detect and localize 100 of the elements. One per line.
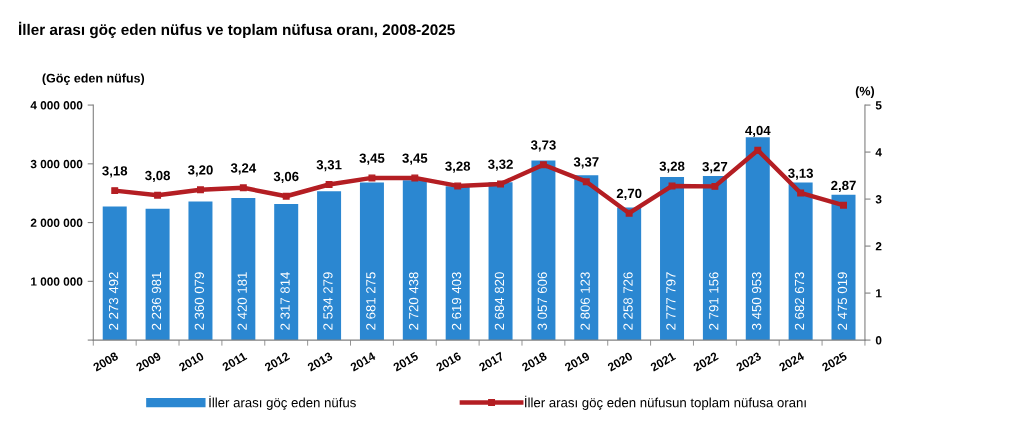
point — [668, 182, 676, 190]
data-label: 3,27 — [702, 161, 728, 174]
point — [411, 174, 419, 182]
x-tick-label: 2020 — [606, 351, 634, 372]
point — [539, 161, 547, 169]
point — [797, 189, 805, 197]
y-tick-label: 1 000 000 — [31, 277, 83, 286]
point — [497, 180, 505, 188]
bar — [745, 137, 770, 341]
bar — [274, 203, 299, 341]
bar — [102, 206, 127, 341]
data-label: 2,70 — [616, 188, 642, 200]
x-tick-label: 2015 — [392, 351, 419, 372]
bar — [660, 176, 685, 341]
x-tick-label: 2021 — [649, 351, 677, 372]
bar — [831, 194, 856, 341]
data-label: 3,37 — [573, 157, 599, 169]
data-label: 3,45 — [402, 153, 428, 165]
data-label: 3,20 — [187, 165, 213, 177]
point — [582, 178, 590, 186]
bar — [445, 186, 470, 341]
bar — [788, 182, 813, 341]
x-tick-label: 2012 — [263, 351, 291, 372]
legend-label: İller arası göç eden nüfus — [209, 395, 356, 410]
data-label: 2 420 181 — [237, 272, 247, 330]
y2-tick-label: 4 — [875, 148, 882, 157]
bar — [317, 191, 342, 341]
point — [239, 184, 247, 192]
legend-label: İller arası göç eden nüfusun toplam nüfusa oranı — [525, 395, 806, 410]
bar — [488, 182, 513, 341]
y2-tick-label: 3 — [875, 195, 882, 204]
bar — [531, 160, 556, 341]
bar — [188, 201, 213, 341]
point — [454, 182, 462, 190]
data-label: 2 534 279 — [323, 272, 333, 330]
x-tick-label: 2019 — [564, 351, 591, 372]
data-label: 3,28 — [445, 161, 471, 173]
data-label: 2 684 820 — [494, 272, 505, 330]
data-label: 3,28 — [659, 161, 685, 173]
x-tick-label: 2009 — [135, 351, 162, 372]
point — [368, 174, 376, 182]
x-tick-label: 2016 — [435, 351, 462, 372]
data-label: 3 057 606 — [537, 272, 547, 330]
y2-tick-label: 5 — [875, 101, 882, 110]
bar — [402, 180, 427, 341]
data-label: 3,31 — [316, 160, 342, 172]
data-label: 2 236 981 — [151, 272, 162, 330]
data-label: 2 791 156 — [709, 272, 719, 330]
chart-title: İller arası göç eden nüfus ve toplam nüfusa oranı, 2008-2025 — [19, 21, 455, 39]
point — [325, 181, 333, 188]
point — [754, 146, 762, 154]
y-tick-label: 2 000 000 — [30, 218, 83, 227]
point — [625, 209, 633, 217]
data-label: 3,08 — [145, 170, 171, 183]
x-tick-label: 2008 — [92, 351, 119, 372]
y2-tick-label: 1 — [876, 289, 882, 298]
data-label: 3,18 — [102, 166, 128, 178]
data-label: 2 475 019 — [837, 272, 848, 330]
point — [196, 186, 204, 194]
data-label: 2 777 797 — [666, 272, 676, 330]
x-tick-label: 2014 — [349, 351, 377, 372]
data-label: 3 450 953 — [751, 272, 762, 330]
data-label: 2 619 403 — [451, 272, 462, 330]
x-tick-label: 2025 — [821, 351, 848, 372]
x-tick-label: 2023 — [735, 351, 762, 372]
bar — [702, 176, 727, 341]
bar — [617, 207, 642, 341]
point — [282, 192, 290, 200]
data-label: 3,45 — [359, 153, 385, 165]
x-tick-label: 2024 — [778, 351, 805, 372]
x-tick-label: 2013 — [306, 351, 334, 372]
bar — [145, 208, 170, 341]
point — [711, 182, 719, 190]
data-label: 2 258 726 — [623, 272, 633, 330]
data-label: 3,32 — [488, 159, 513, 171]
data-label: 2 317 814 — [280, 272, 290, 330]
data-label: 3,73 — [530, 140, 556, 152]
data-label: 4,04 — [745, 125, 771, 137]
y2-tick-label: 0 — [875, 336, 882, 345]
data-label: 2 806 123 — [580, 272, 590, 330]
data-label: 2 720 438 — [409, 272, 419, 330]
bar — [574, 175, 599, 341]
point — [111, 187, 119, 195]
data-label: 2 681 275 — [366, 272, 376, 330]
bar — [359, 182, 384, 341]
data-label: 2 682 673 — [794, 272, 805, 330]
y-tick-label: 3 000 000 — [30, 159, 83, 169]
point — [154, 191, 162, 199]
x-tick-label: 2011 — [221, 351, 248, 372]
x-tick-label: 2018 — [521, 351, 548, 372]
y2-tick-label: 2 — [875, 242, 882, 251]
x-tick-label: 2010 — [178, 351, 205, 372]
x-tick-label: 2022 — [692, 351, 719, 372]
y2-axis-title: (%) — [855, 86, 875, 98]
y-tick-label: 4 000 000 — [30, 101, 83, 110]
x-tick-label: 2017 — [478, 351, 505, 372]
data-label: 3,24 — [230, 163, 257, 175]
point — [840, 201, 847, 209]
data-label: 2 273 492 — [108, 272, 119, 330]
bar — [231, 197, 256, 341]
